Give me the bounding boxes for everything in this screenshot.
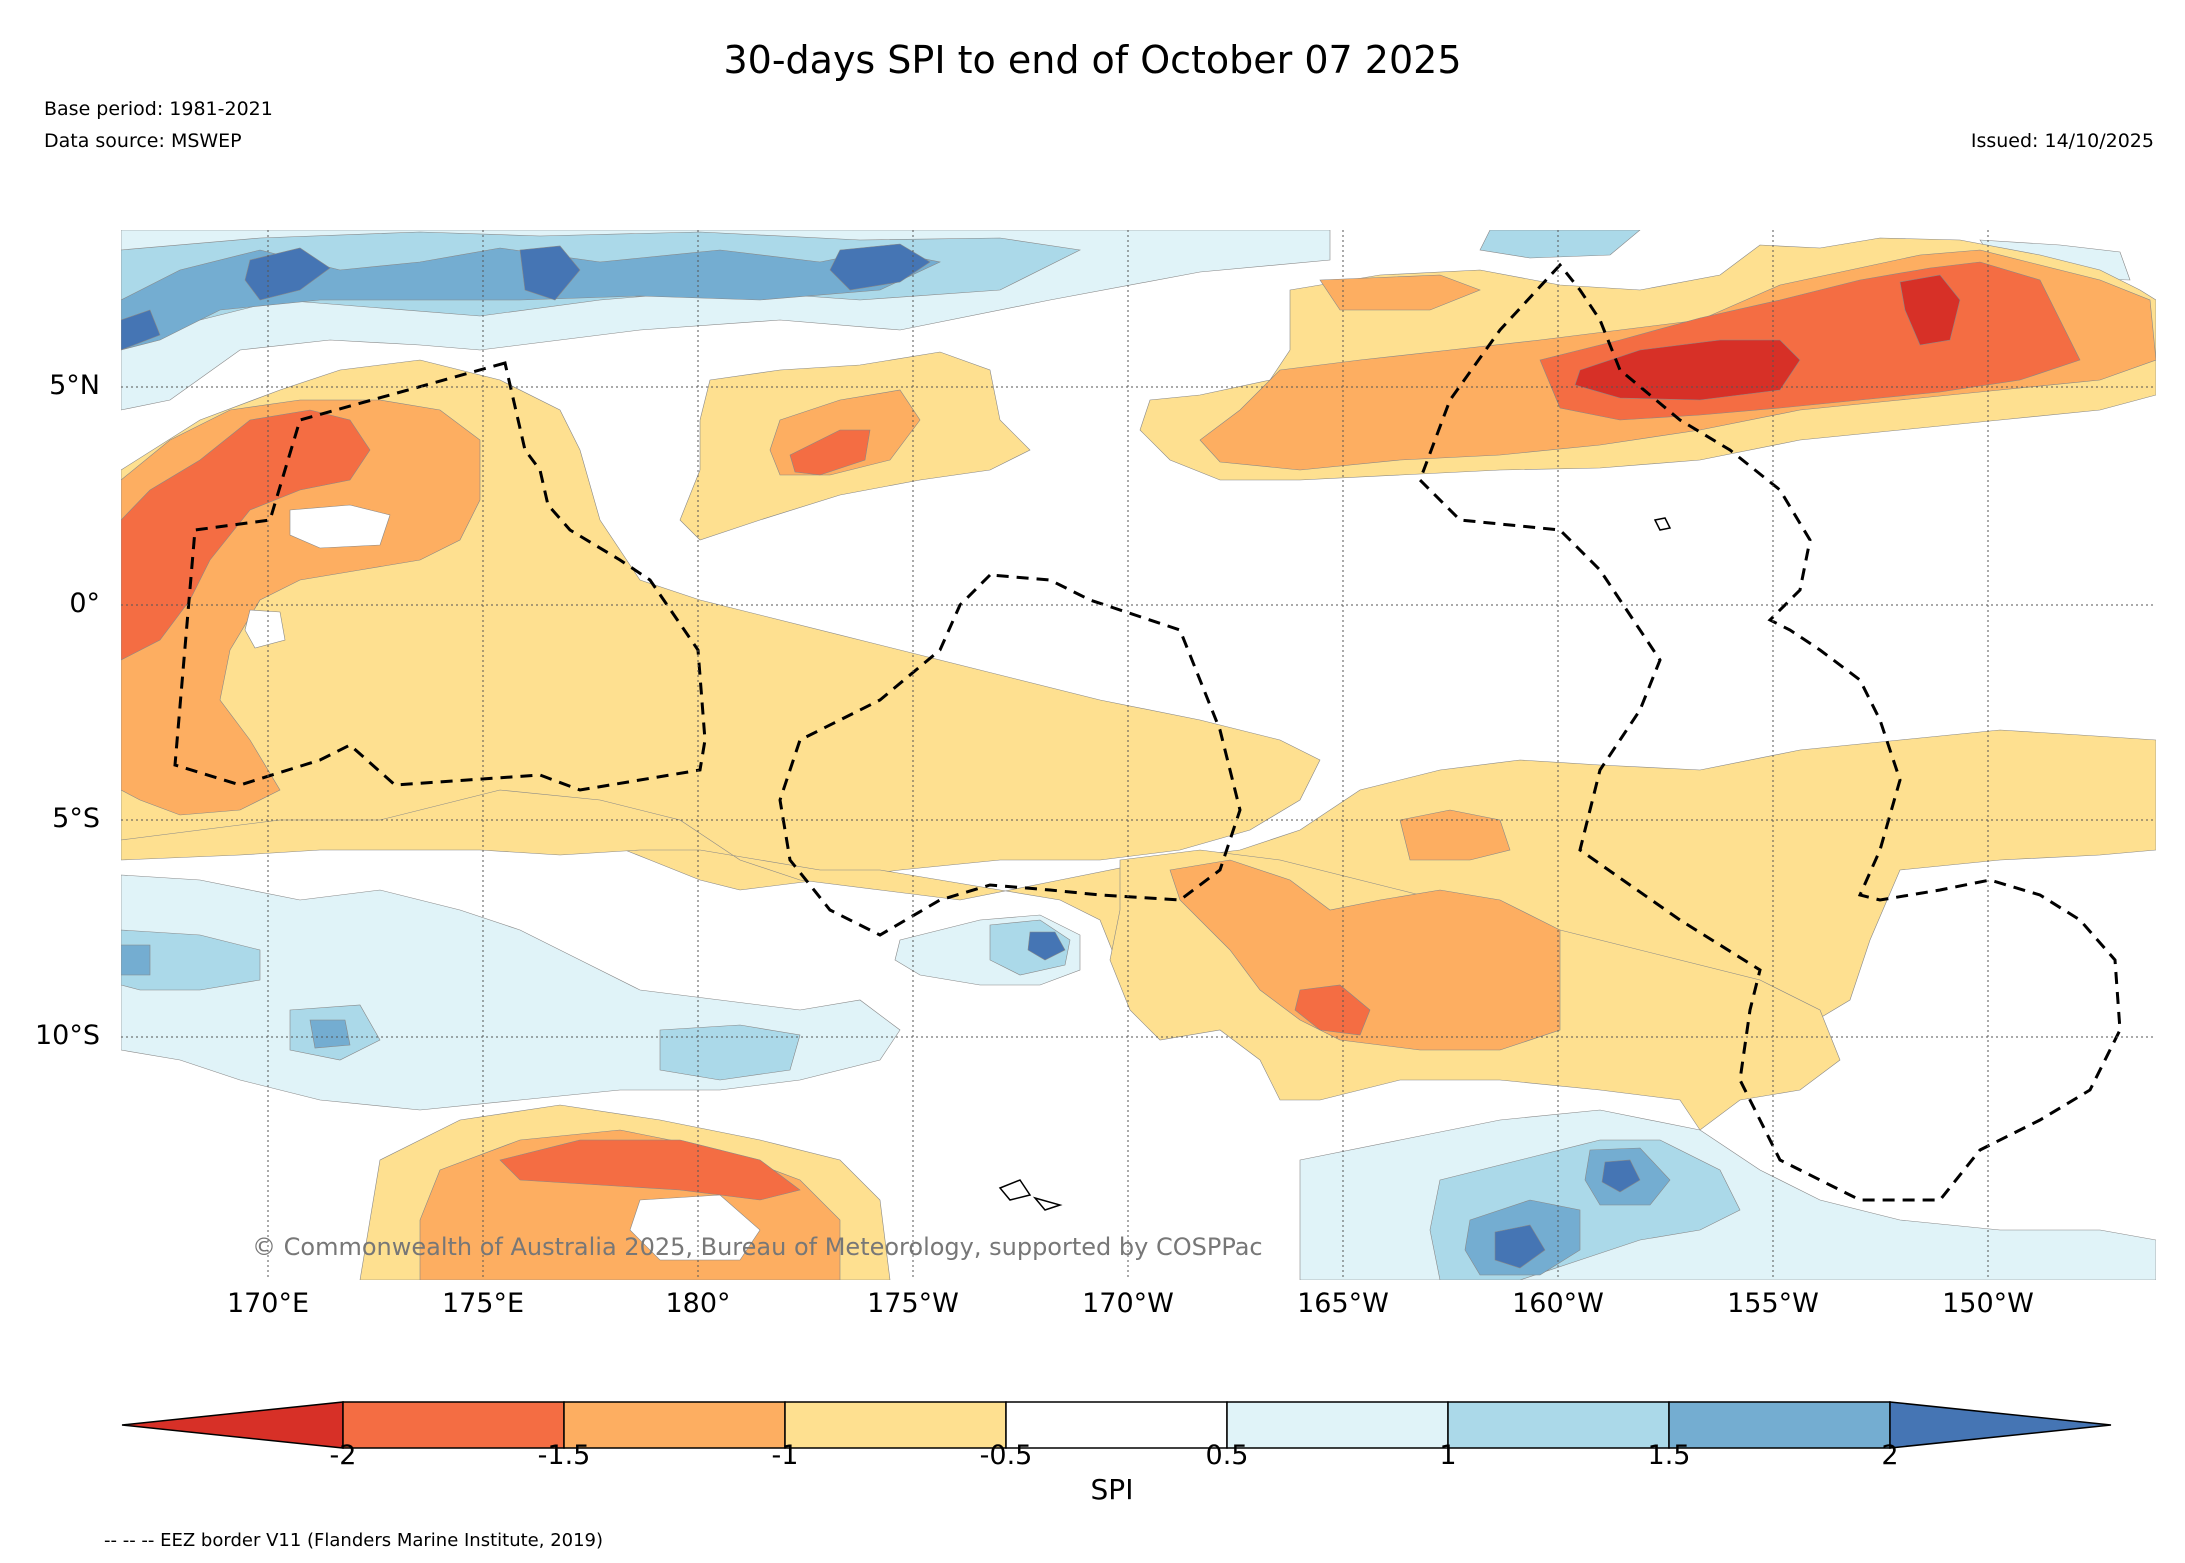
colorbar-extend-high bbox=[1889, 1401, 2112, 1449]
eez-borders bbox=[173, 262, 2122, 1202]
wet-region-north-mid bbox=[1479, 230, 1641, 259]
dry-region-southeast-2 bbox=[1169, 859, 1561, 1051]
lat-label-5s: 5°S bbox=[52, 803, 100, 834]
copyright-watermark: © Commonwealth of Australia 2025, Bureau… bbox=[252, 1233, 1263, 1261]
dry-region-equatorial-3 bbox=[121, 409, 371, 661]
wet-region-southeast-4 bbox=[1494, 1159, 1641, 1269]
wet-region-northwest-4 bbox=[121, 243, 931, 351]
lon-label-175e: 175°E bbox=[441, 1288, 525, 1319]
colorbar-tick: 0.5 bbox=[1205, 1440, 1249, 1471]
map-title: 30-days SPI to end of October 07 2025 bbox=[723, 38, 1462, 82]
white-hole-2 bbox=[629, 1194, 761, 1261]
issued-date: Issued: 14/10/2025 bbox=[1970, 130, 2154, 152]
wet-region-central-south-3 bbox=[1027, 931, 1066, 961]
colorbar-tick: -1 bbox=[771, 1440, 799, 1471]
wet-region-southwest-3 bbox=[121, 944, 351, 1049]
lon-label-175w: 175°W bbox=[867, 1288, 959, 1319]
lon-label-180: 180° bbox=[665, 1288, 731, 1319]
islands bbox=[998, 517, 1672, 1211]
colorbar-segment bbox=[1226, 1401, 1449, 1449]
lon-label-155w: 155°W bbox=[1727, 1288, 1819, 1319]
dry-region-southwest-3 bbox=[499, 1139, 801, 1201]
eez-legend-note: -- -- -- EEZ border V11 (Flanders Marine… bbox=[104, 1530, 604, 1551]
base-period: Base period: 1981-2021 bbox=[44, 98, 273, 120]
dry-region-northeast-4 bbox=[1574, 274, 1961, 401]
white-hole-1 bbox=[244, 504, 391, 649]
colorbar bbox=[121, 1401, 2112, 1449]
lon-label-160w: 160°W bbox=[1512, 1288, 1604, 1319]
lon-label-170w: 170°W bbox=[1082, 1288, 1174, 1319]
lon-label-165w: 165°W bbox=[1297, 1288, 1389, 1319]
lat-label-0: 0° bbox=[69, 588, 100, 619]
dry-region-east-5s bbox=[1399, 809, 1511, 861]
lon-label-150w: 150°W bbox=[1942, 1288, 2034, 1319]
lat-label-10s: 10°S bbox=[35, 1020, 100, 1051]
colorbar-tick: 1 bbox=[1439, 1440, 1457, 1471]
wet-region-northwest-3 bbox=[121, 247, 941, 351]
dry-region-southeast-3 bbox=[1294, 984, 1371, 1036]
colorbar-tick: -1.5 bbox=[537, 1440, 591, 1471]
spi-field bbox=[121, 230, 2156, 1280]
colorbar-segment bbox=[1005, 1401, 1228, 1449]
colorbar-tick: -2 bbox=[329, 1440, 357, 1471]
lat-label-5n: 5°N bbox=[49, 370, 100, 401]
colorbar-segment bbox=[1668, 1401, 1891, 1449]
wet-region-southwest-2 bbox=[121, 929, 801, 1081]
colorbar-segment bbox=[784, 1401, 1007, 1449]
colorbar-tick: -0.5 bbox=[979, 1440, 1033, 1471]
lon-label-170e: 170°E bbox=[226, 1288, 310, 1319]
colorbar-label: SPI bbox=[1090, 1473, 1134, 1506]
colorbar-tick: 1.5 bbox=[1647, 1440, 1691, 1471]
colorbar-tick: 2 bbox=[1881, 1440, 1899, 1471]
colorbar-segment bbox=[342, 1401, 565, 1449]
gridlines bbox=[121, 230, 2156, 1280]
data-source: Data source: MSWEP bbox=[44, 130, 242, 152]
dry-region-central-north-3 bbox=[789, 429, 871, 476]
